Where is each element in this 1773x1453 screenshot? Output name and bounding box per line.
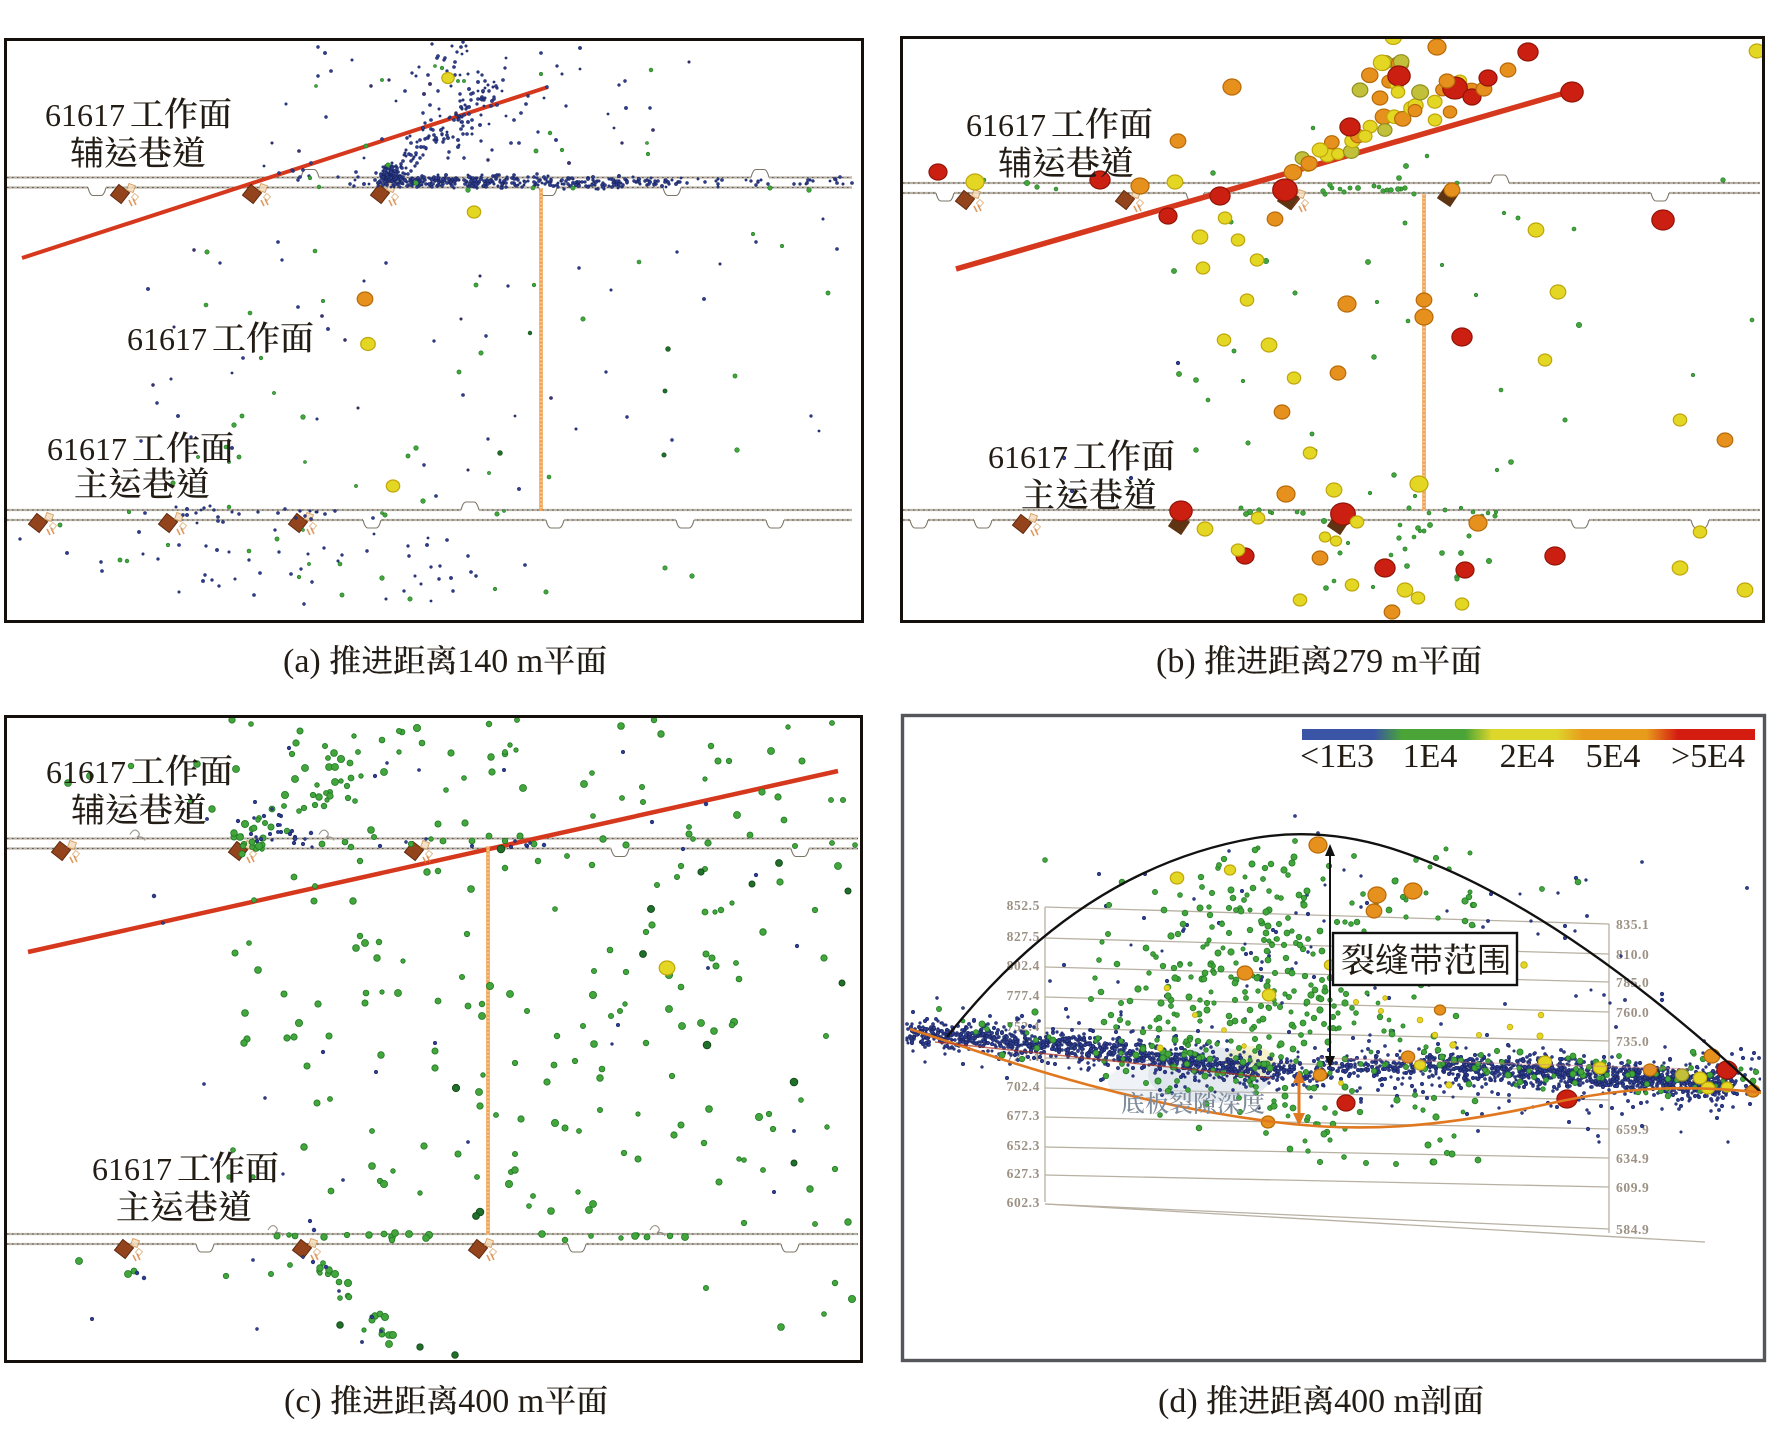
svg-text:(c): (c)	[284, 1383, 322, 1420]
svg-text:835.1: 835.1	[1616, 917, 1649, 932]
svg-text:61617: 61617	[988, 439, 1068, 475]
svg-text:(a): (a)	[283, 643, 321, 680]
svg-text:61617: 61617	[966, 107, 1046, 143]
svg-text:584.9: 584.9	[1616, 1222, 1649, 1237]
svg-text:634.9: 634.9	[1616, 1151, 1649, 1166]
svg-text:627.3: 627.3	[1007, 1166, 1040, 1181]
svg-text:61617: 61617	[45, 97, 125, 133]
svg-text:140 m: 140 m	[457, 643, 543, 680]
svg-text:61617: 61617	[92, 1151, 172, 1187]
svg-text:827.5: 827.5	[1007, 929, 1040, 944]
svg-text:609.9: 609.9	[1616, 1180, 1649, 1195]
svg-text:(b): (b)	[1156, 643, 1196, 680]
svg-text:602.3: 602.3	[1007, 1195, 1040, 1210]
svg-text:61617: 61617	[127, 321, 207, 357]
svg-text:61617: 61617	[47, 431, 127, 467]
svg-text:735.0: 735.0	[1616, 1034, 1649, 1049]
svg-text:677.3: 677.3	[1007, 1108, 1040, 1123]
svg-text:760.0: 760.0	[1616, 1005, 1649, 1020]
svg-text:702.4: 702.4	[1007, 1079, 1040, 1094]
svg-text:810.0: 810.0	[1616, 947, 1649, 962]
svg-text:61617: 61617	[46, 754, 126, 790]
svg-text:<1E3: <1E3	[1300, 738, 1374, 775]
svg-text:652.3: 652.3	[1007, 1138, 1040, 1153]
svg-text:2E4: 2E4	[1500, 738, 1555, 775]
svg-text:>5E4: >5E4	[1671, 738, 1745, 775]
svg-text:279 m: 279 m	[1332, 643, 1418, 680]
svg-text:1E4: 1E4	[1403, 738, 1458, 775]
svg-text:777.4: 777.4	[1007, 988, 1040, 1003]
svg-text:5E4: 5E4	[1586, 738, 1641, 775]
svg-text:400 m: 400 m	[458, 1383, 544, 1420]
svg-text:659.9: 659.9	[1616, 1122, 1649, 1137]
svg-text:852.5: 852.5	[1007, 898, 1040, 913]
